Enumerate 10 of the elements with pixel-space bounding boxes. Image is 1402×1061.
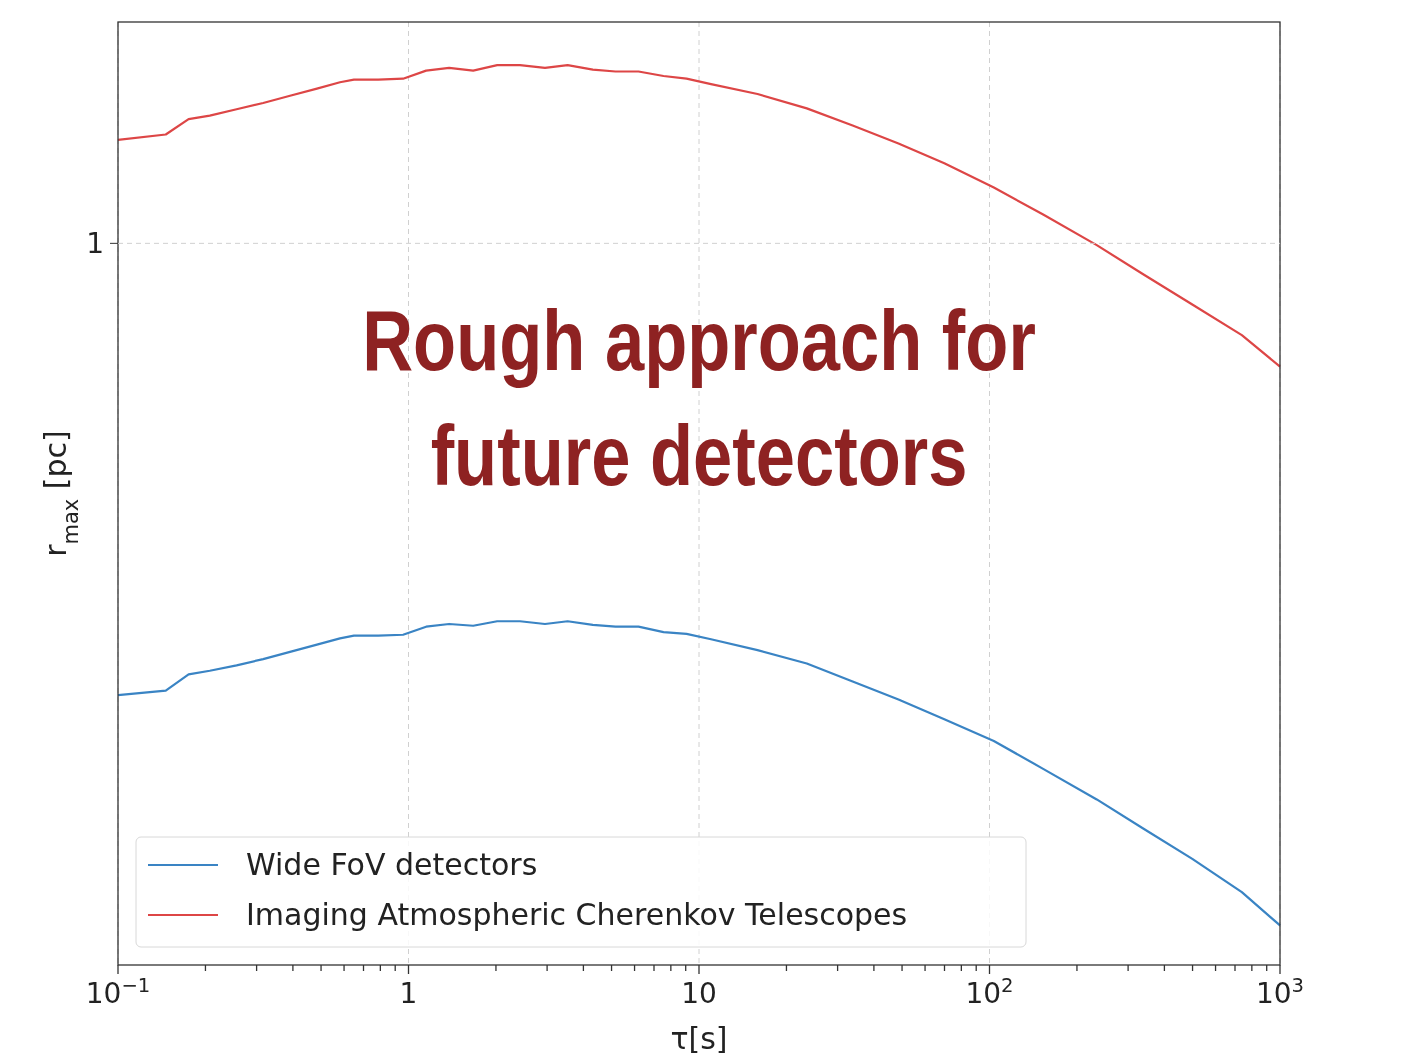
x-tick-label: 10 — [681, 977, 717, 1010]
legend-label: Imaging Atmospheric Cherenkov Telescopes — [246, 897, 908, 932]
x-axis-title: τ[s] — [670, 1021, 728, 1056]
x-tick-label: 10$^{−1}$ — [85, 973, 151, 1010]
x-tick-label: 1 — [399, 977, 418, 1010]
annotation: Rough approach for future detectors — [362, 292, 1036, 504]
x-tick-label: 10$^{2}$ — [965, 973, 1014, 1010]
ref-line-label: 1 — [86, 227, 104, 261]
legend-label: Wide FoV detectors — [246, 847, 538, 882]
x-tick-label: 10$^{3}$ — [1255, 973, 1305, 1010]
